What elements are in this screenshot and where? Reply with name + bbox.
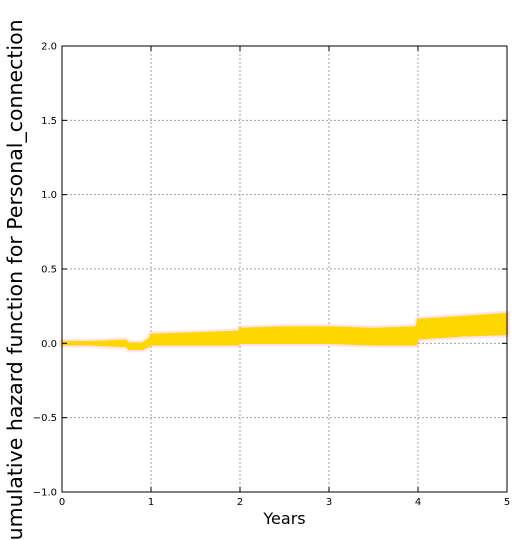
y-tick-label: 0.5 — [41, 265, 57, 276]
plot-area-frame — [61, 45, 508, 493]
confidence-band — [61, 312, 508, 351]
confidence-bands — [59, 310, 510, 353]
axis-ticks: 0 1 2 3 4 5 −1.0 −0.5 0.0 0.5 1.0 1.5 2.0 — [33, 42, 510, 509]
y-tick-label: −0.5 — [33, 413, 57, 424]
x-tick-label: 0 — [59, 497, 65, 508]
y-tick-label: 1.0 — [41, 190, 57, 201]
y-tick-label: 1.5 — [41, 116, 57, 127]
x-tick-label: 4 — [415, 497, 421, 508]
x-tick-label: 2 — [237, 497, 243, 508]
y-tick-label: 0.0 — [41, 339, 57, 350]
y-axis-title: Cumulative hazard function for Personal_… — [3, 19, 28, 540]
x-tick-label: 5 — [504, 497, 510, 508]
x-axis-title: Years — [262, 509, 305, 528]
x-tick-label: 1 — [148, 497, 154, 508]
x-tick-label: 3 — [326, 497, 332, 508]
y-tick-label: −1.0 — [33, 488, 57, 499]
y-tick-label: 2.0 — [41, 42, 57, 53]
grid — [62, 46, 507, 492]
